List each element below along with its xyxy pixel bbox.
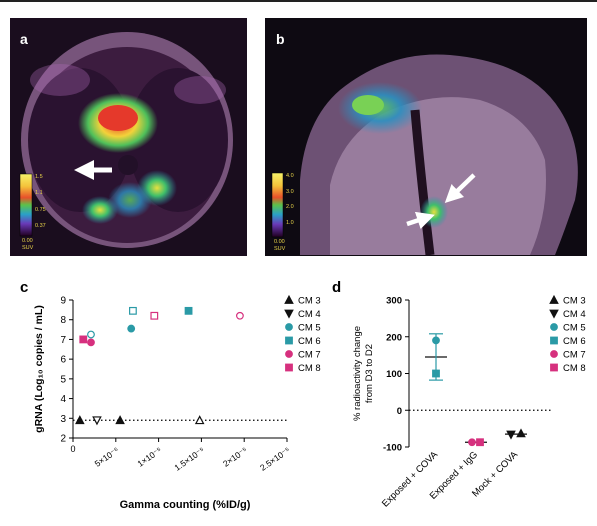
c-x-tick-label-1: 5×10⁻⁶ <box>93 445 121 469</box>
panel-a-cbar-tick-3: 0.37 <box>35 223 46 229</box>
d-y-tick-label-1: 0 <box>397 406 402 417</box>
panel-b-image <box>265 18 587 256</box>
d-point-1-0 <box>506 430 516 440</box>
d-legend-marker-3 <box>550 336 558 345</box>
c-point-2-0 <box>87 330 95 339</box>
d-legend-label-2: CM 5 <box>563 323 586 334</box>
panel-a-cbar-tick-0: 1.5 <box>35 174 43 180</box>
c-legend-label-0: CM 3 <box>298 296 321 307</box>
panel-b-cbar-tick-4: 0.00 <box>274 239 285 245</box>
d-legend-marker-4 <box>550 350 558 358</box>
c-legend-label-1: CM 4 <box>298 309 321 320</box>
c-point-0-2 <box>194 415 205 425</box>
panel-a-cbar-tick-2: 0.75 <box>35 207 46 213</box>
panel-d-chart: -100 0 100 200 300 % radioactivity change from… <box>352 294 586 510</box>
d-y-axis-label-1: % radioactivity change <box>352 326 363 421</box>
d-y-tick-label-4: 300 <box>386 296 402 307</box>
c-y-tick-label-7: 9 <box>60 296 66 307</box>
panel-a-cbar-tick-4: 0.00 <box>22 238 33 244</box>
c-legend-marker-1 <box>284 309 294 319</box>
d-y-tick-label-2: 100 <box>386 369 402 380</box>
c-x-tick-label-5: 2.5×10⁻⁵ <box>258 445 292 473</box>
c-x-axis-label: Gamma counting (%ID/g) <box>120 499 251 511</box>
c-x-tick-label-4: 2×10⁻⁵ <box>221 445 249 469</box>
d-point-3-0 <box>432 369 440 378</box>
c-y-tick-label-2: 4 <box>60 394 66 405</box>
d-legend-label-1: CM 4 <box>563 309 586 320</box>
panel-a-colorbar-ticks: 1.5 1.1 0.75 0.37 0.00 SUV <box>22 174 46 251</box>
panel-b-cbar-tick-0: 4.0 <box>286 173 294 179</box>
c-point-3-1 <box>184 306 193 315</box>
d-legend-marker-0 <box>549 294 559 304</box>
c-point-4-1 <box>236 311 244 320</box>
c-y-tick-label-5: 7 <box>60 335 66 346</box>
c-legend-marker-4 <box>285 350 293 358</box>
c-x-tick-label-0: 0 <box>70 444 75 454</box>
c-y-axis-label: gRNA (Log₁₀ copies / mL) <box>33 305 45 433</box>
c-point-2-1 <box>127 324 136 333</box>
panel-b-colorbar-ticks: 4.0 3.0 2.0 1.0 0.00 SUV <box>274 173 294 252</box>
panel-d-letter: d <box>332 279 341 296</box>
d-point-2-0 <box>432 336 440 345</box>
c-point-5-1 <box>150 311 159 320</box>
panel-a-cbar-tick-1: 1.1 <box>35 190 43 196</box>
d-y-tick-label-3: 200 <box>386 332 402 343</box>
c-legend-label-2: CM 5 <box>298 323 321 334</box>
panel-b-cbar-tick-1: 3.0 <box>286 189 294 195</box>
c-point-5-0 <box>79 335 88 344</box>
d-point-4-0 <box>468 438 476 447</box>
c-legend-marker-0 <box>284 294 294 304</box>
panel-c-chart: 2 3 4 5 6 7 8 9 0 5×10⁻⁶ 1×10⁻⁵ 1.5×10⁻⁵ 2×10⁻⁵ 2.5×1… <box>33 294 321 511</box>
d-point-0-0 <box>516 428 526 438</box>
d-legend-label-0: CM 3 <box>563 296 586 307</box>
c-x-tick-label-3: 1.5×10⁻⁵ <box>172 445 206 473</box>
c-y-tick-label-3: 5 <box>60 374 66 385</box>
d-y-tick-label-0: -100 <box>383 443 402 454</box>
c-legend-marker-3 <box>285 336 293 345</box>
c-legend-label-4: CM 7 <box>298 350 321 361</box>
panel-b-cbar-tick-3: 1.0 <box>286 220 294 226</box>
d-legend-marker-2 <box>550 323 558 331</box>
c-x-tick-label-2: 1×10⁻⁵ <box>135 445 163 469</box>
c-legend-marker-5 <box>285 363 293 372</box>
d-y-axis-label-2: from D3 to D2 <box>364 344 375 403</box>
c-point-0-1 <box>115 415 125 425</box>
c-point-0-0 <box>75 415 85 425</box>
d-point-5-0 <box>476 438 484 447</box>
panel-b-letter: b <box>276 31 285 47</box>
c-legend-marker-2 <box>285 323 293 331</box>
top-rule <box>0 0 597 2</box>
c-legend-label-5: CM 8 <box>298 363 321 374</box>
c-y-tick-label-6: 8 <box>60 315 66 326</box>
panel-a-letter: a <box>20 31 28 47</box>
panel-c-letter: c <box>20 279 28 296</box>
d-legend-label-5: CM 8 <box>563 363 586 374</box>
c-point-1-0 <box>92 416 102 426</box>
c-legend-label-3: CM 6 <box>298 336 321 347</box>
d-legend-label-4: CM 7 <box>563 350 586 361</box>
c-point-4-0 <box>87 338 95 347</box>
d-legend-marker-5 <box>550 363 558 372</box>
c-y-tick-label-1: 3 <box>60 414 66 425</box>
c-y-tick-label-0: 2 <box>60 434 66 445</box>
panel-b-cbar-unit: SUV <box>274 246 286 252</box>
panel-a-image <box>10 18 247 256</box>
c-y-tick-label-4: 6 <box>60 355 66 366</box>
d-category-label-0: Exposed + COVA <box>380 449 441 510</box>
panel-a-cbar-unit: SUV <box>22 245 34 251</box>
c-point-3-0 <box>129 306 137 315</box>
d-legend-label-3: CM 6 <box>563 336 586 347</box>
d-legend-marker-1 <box>549 309 559 319</box>
panel-b-cbar-tick-2: 2.0 <box>286 204 294 210</box>
